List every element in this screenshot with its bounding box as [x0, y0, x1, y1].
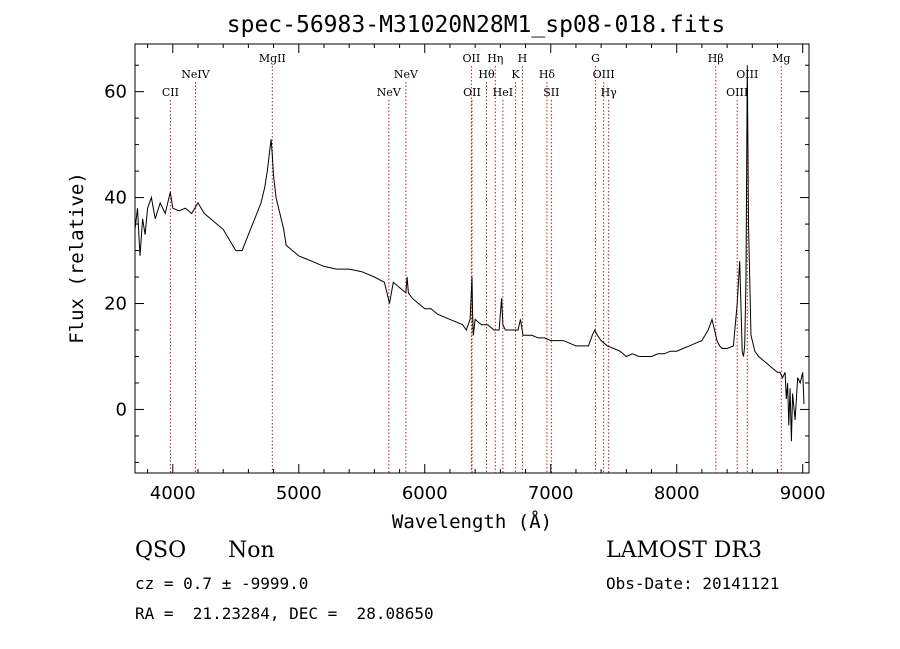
line-label-3: NeV — [377, 86, 402, 99]
emission-line-markers — [169, 66, 782, 473]
y-axis-ticks: 0 20 40 60 — [104, 64, 809, 463]
line-label-7: Hθ — [478, 68, 495, 81]
plot-frame — [134, 43, 810, 474]
x-tick-label-2: 6000 — [402, 483, 448, 504]
x-tick-label-5: 9000 — [780, 483, 826, 504]
line-label-8: Hη — [487, 52, 503, 65]
line-label-11: H — [518, 52, 528, 65]
line-label-1: NeIV — [181, 68, 210, 81]
line-label-20: Mg — [772, 52, 790, 65]
x-tick-label-0: 4000 — [150, 483, 196, 504]
coordinates: RA = 21.23284, DEC = 28.08650 — [135, 604, 434, 623]
y-tick-label-0: 0 — [116, 399, 127, 420]
object-subclass: Non — [228, 538, 275, 563]
line-label-2: MgII — [259, 52, 286, 65]
line-label-13: SII — [543, 86, 559, 99]
survey-name: LAMOST DR3 — [606, 538, 762, 563]
x-axis-ticks: 4000 5000 6000 7000 8000 9000 — [147, 44, 826, 504]
x-tick-label-3: 7000 — [528, 483, 574, 504]
line-label-16: Hγ — [601, 86, 618, 99]
line-label-4: NeV — [394, 68, 419, 81]
spectrum-line — [134, 65, 805, 442]
y-tick-label-3: 60 — [104, 82, 127, 103]
line-label-0: CII — [162, 86, 179, 99]
line-label-15: OIII — [593, 68, 615, 81]
line-label-5: OII — [463, 52, 481, 65]
chart-title: spec-56983-M31020N28M1_sp08-018.fits — [227, 12, 726, 38]
line-label-17: Hβ — [708, 52, 724, 65]
line-label-9: HeI — [493, 86, 513, 99]
line-label-10: K — [511, 68, 520, 81]
line-label-12: Hδ — [539, 68, 556, 81]
line-label-14: G — [591, 52, 600, 65]
redshift-cz: cz = 0.7 ± -9999.0 — [135, 574, 309, 593]
line-label-18: OIII — [726, 86, 748, 99]
y-tick-label-2: 40 — [104, 188, 127, 209]
object-class: QSO — [135, 538, 187, 563]
x-axis-label: Wavelength (Å) — [392, 510, 552, 533]
x-tick-label-4: 8000 — [654, 483, 700, 504]
line-label-6: OII — [463, 86, 481, 99]
spectrum-chart: spec-56983-M31020N28M1_sp08-018.fits CII… — [66, 12, 826, 533]
x-tick-label-1: 5000 — [276, 483, 322, 504]
y-tick-label-1: 20 — [104, 294, 127, 315]
observation-date: Obs-Date: 20141121 — [606, 574, 780, 593]
y-axis-label: Flux (relative) — [66, 172, 88, 344]
